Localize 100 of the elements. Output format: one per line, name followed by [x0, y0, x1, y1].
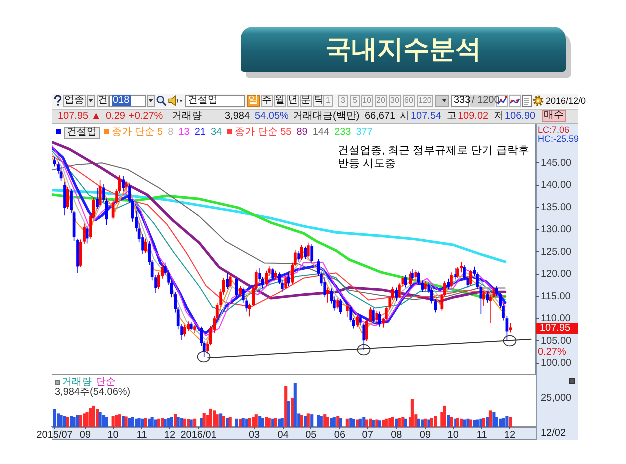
- bar: [395, 418, 398, 427]
- bar: [482, 418, 486, 427]
- text: 12/02: [541, 428, 566, 440]
- bar: [304, 416, 308, 427]
- bar: [66, 417, 70, 427]
- annotation: 단순: [96, 377, 116, 388]
- bar: [86, 412, 89, 427]
- bar: [76, 415, 80, 427]
- bar: [122, 416, 126, 427]
- bar: [326, 417, 330, 427]
- bar: [246, 418, 249, 427]
- bar: [376, 420, 379, 427]
- bar: [473, 420, 476, 427]
- bar: [92, 406, 96, 427]
- bar: [336, 416, 340, 427]
- bar: [356, 420, 360, 427]
- x-tick-label: 09: [80, 430, 92, 441]
- x-tick-label: 07: [362, 430, 374, 441]
- bar: [300, 415, 304, 427]
- bar: [180, 418, 184, 427]
- x-tick-label: 08: [391, 430, 403, 441]
- x-tick-label: 03: [248, 430, 261, 441]
- bar: [265, 417, 268, 427]
- bar: [102, 415, 106, 427]
- bar: [391, 417, 394, 427]
- bar: [369, 418, 372, 427]
- bar: [228, 417, 232, 427]
- bar: [480, 418, 483, 427]
- bar: [346, 418, 349, 427]
- bar: [112, 416, 115, 427]
- bar: [258, 416, 262, 427]
- bar: [63, 416, 67, 427]
- bar: [235, 418, 238, 427]
- x-tick-label: 05: [306, 430, 318, 441]
- bar: [72, 417, 76, 427]
- bar: [350, 418, 353, 427]
- x-tick-label: 2016/01: [180, 430, 218, 441]
- bar: [398, 418, 401, 427]
- bar: [294, 383, 297, 427]
- bar: [486, 417, 490, 427]
- bar: [183, 418, 186, 427]
- bar: [144, 418, 148, 427]
- annotation: 3,984주(54.06%): [55, 387, 131, 399]
- bar: [509, 417, 512, 427]
- x-tick-label: 2015/07: [36, 430, 74, 441]
- bar: [209, 408, 212, 427]
- bar: [254, 414, 258, 427]
- bar: [469, 420, 472, 427]
- bar: [116, 415, 119, 427]
- bar: [291, 398, 294, 427]
- x-tick-label: 11: [136, 430, 148, 441]
- bar: [200, 418, 204, 427]
- bar: [135, 418, 138, 427]
- bar: [89, 408, 93, 427]
- bar: [462, 420, 466, 427]
- bar: [274, 418, 278, 427]
- bar: [138, 418, 141, 427]
- x-tick-label: 09: [420, 430, 432, 441]
- bar: [187, 419, 190, 427]
- bar: [317, 415, 320, 427]
- bar: [278, 418, 282, 427]
- bar: [170, 417, 174, 427]
- bar: [499, 418, 502, 427]
- bar: [226, 418, 230, 427]
- x-tick-label: 12: [164, 430, 176, 441]
- bar: [98, 412, 102, 427]
- bar: [194, 418, 197, 427]
- bar: [476, 420, 480, 427]
- bar: [280, 418, 284, 427]
- x-tick-label: 12: [504, 430, 516, 441]
- bar: [148, 418, 152, 427]
- bar: [310, 414, 314, 427]
- bar: [362, 417, 366, 427]
- bar: [447, 415, 450, 427]
- bar: [118, 414, 122, 427]
- bar: [272, 418, 275, 427]
- bar: [268, 418, 271, 427]
- bar: [388, 418, 392, 427]
- x-tick-label: 10: [108, 430, 120, 441]
- bar: [164, 419, 167, 427]
- bar: [417, 418, 420, 427]
- bar: [330, 418, 334, 427]
- bar: [161, 418, 164, 427]
- bar: [174, 414, 178, 427]
- bar: [284, 386, 288, 427]
- bar: [248, 418, 252, 427]
- bar: [428, 420, 431, 427]
- bar: [220, 414, 223, 427]
- annotation: 거래량: [62, 377, 92, 388]
- bar: [339, 418, 342, 427]
- bar: [176, 417, 180, 427]
- bar: [424, 418, 427, 427]
- x-tick-label: 10: [448, 430, 460, 441]
- bar: [382, 420, 386, 427]
- bar: [384, 418, 388, 427]
- bar: [60, 415, 63, 427]
- bar: [320, 416, 323, 427]
- bar: [213, 410, 216, 427]
- bar: [154, 420, 158, 427]
- bar: [56, 414, 60, 427]
